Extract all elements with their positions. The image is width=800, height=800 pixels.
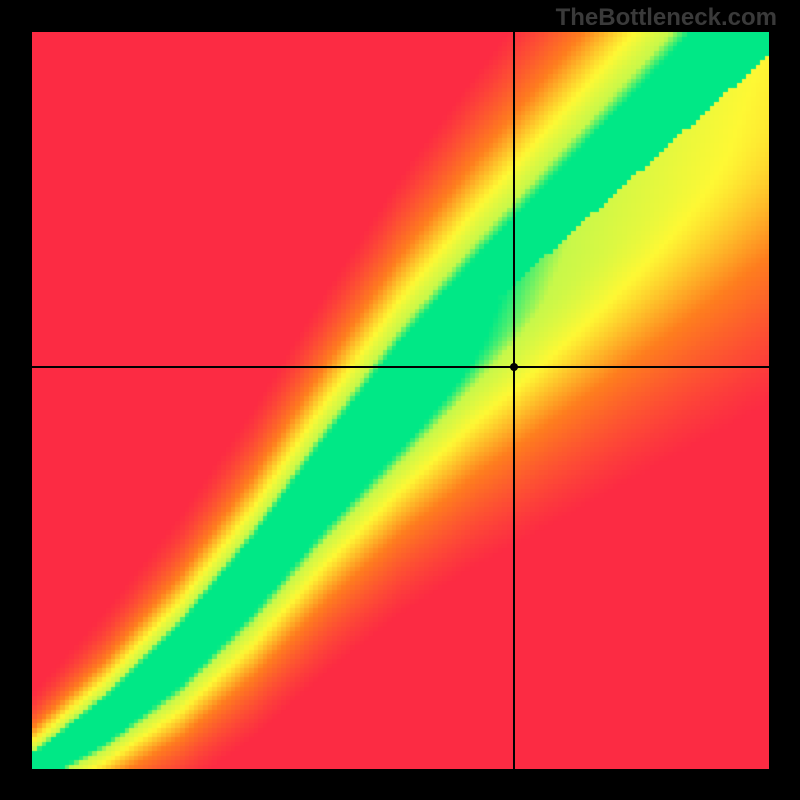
heatmap-canvas <box>32 32 769 769</box>
crosshair-horizontal <box>32 366 769 368</box>
watermark-text: TheBottleneck.com <box>556 4 777 32</box>
crosshair-vertical <box>513 32 515 769</box>
